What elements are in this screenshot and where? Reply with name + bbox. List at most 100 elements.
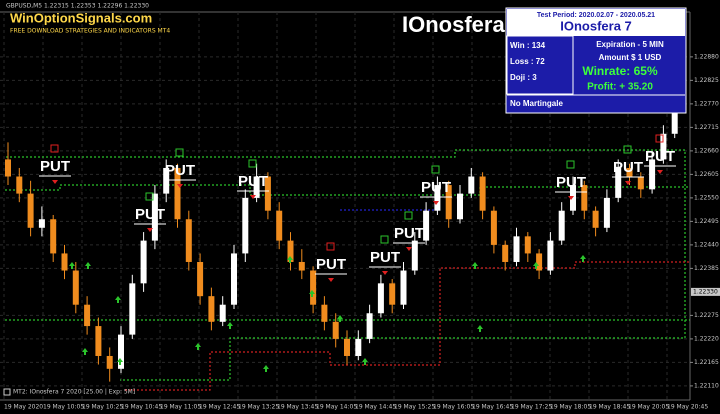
- signal-label: PUT: [613, 159, 643, 176]
- signal-arrow: [382, 271, 388, 275]
- candle-body: [174, 167, 181, 220]
- panel-box: [506, 35, 574, 95]
- candle-body: [310, 270, 317, 305]
- candle-body: [468, 176, 475, 194]
- signal-arrow: [406, 247, 412, 251]
- x-tick-label: 19 May 13:25: [238, 404, 279, 411]
- signal-label: PUT: [316, 256, 346, 273]
- signal-arrow: [250, 195, 256, 199]
- candle-body: [321, 304, 328, 322]
- signal-arrow: [147, 228, 153, 232]
- y-tick-label: 1.22825: [694, 77, 719, 84]
- candle-body: [366, 313, 373, 339]
- candle-body: [423, 210, 430, 241]
- candle-body: [502, 244, 509, 262]
- y-tick-label: 1.22715: [694, 124, 719, 131]
- y-tick-label: 1.22880: [694, 53, 719, 60]
- candle-body: [592, 210, 599, 228]
- symbol-info: GBPUSD,M5 1.22315 1.22353 1.22296 1.2233…: [6, 3, 149, 10]
- y-tick-label: 1.22605: [694, 171, 719, 178]
- buy-arrow: [337, 315, 343, 322]
- x-tick-label: 19 May 16:45: [472, 404, 513, 411]
- candle-body: [411, 240, 418, 271]
- signal-label: PUT: [238, 173, 268, 190]
- buy-arrow: [263, 365, 269, 372]
- y-tick-label: 1.22440: [694, 241, 719, 248]
- candle-body: [434, 185, 441, 211]
- signal-check: [50, 144, 59, 153]
- level-line: [125, 261, 690, 391]
- candle-body: [151, 193, 158, 241]
- legend-checkbox[interactable]: [3, 388, 11, 396]
- amount: Amount $ 1 USD: [599, 53, 662, 62]
- buy-arrow: [309, 290, 315, 297]
- candle-body: [72, 270, 79, 305]
- signal-label: PUT: [394, 225, 424, 242]
- buy-arrow: [82, 348, 88, 355]
- loss-count: Loss : 72: [510, 57, 545, 66]
- candle-body: [264, 176, 271, 211]
- candle-body: [208, 296, 215, 322]
- candle-body: [106, 355, 113, 369]
- candle-body: [355, 338, 362, 356]
- candle-body: [490, 210, 497, 245]
- signal-check: [175, 148, 184, 157]
- x-tick-label: 19 May 10:05: [43, 404, 84, 411]
- y-tick-label: 1.22495: [694, 218, 719, 225]
- candle-body: [513, 236, 520, 262]
- candle-body: [637, 176, 644, 190]
- x-tick-label: 19 May 2020: [4, 404, 43, 411]
- candle-body: [163, 167, 170, 194]
- candle-body: [581, 185, 588, 211]
- panel-head: [507, 9, 685, 36]
- level-line: [6, 149, 686, 381]
- candle-body: [38, 219, 45, 228]
- candle-body: [389, 283, 396, 305]
- candle-body: [219, 304, 226, 322]
- candle-body: [524, 236, 531, 254]
- x-tick-label: 19 May 10:45: [121, 404, 162, 411]
- candle-body: [95, 326, 102, 356]
- candle-body: [479, 176, 486, 211]
- candle-body: [185, 219, 192, 262]
- x-tick-label: 19 May 20:45: [667, 404, 708, 411]
- signal-label: PUT: [165, 162, 195, 179]
- current-price-label: 1.22330: [693, 288, 718, 295]
- candle-body: [287, 240, 294, 262]
- x-tick-label: 19 May 14:45: [355, 404, 396, 411]
- win-count: Win : 134: [510, 41, 546, 50]
- candle-body: [660, 133, 667, 160]
- candle-body: [61, 253, 68, 271]
- candle-body: [377, 283, 384, 314]
- signal-arrow: [568, 196, 574, 200]
- winrate: Winrate: 65%: [582, 64, 658, 78]
- signal-check: [326, 242, 335, 251]
- candle-body: [400, 270, 407, 305]
- y-tick-label: 1.22385: [694, 265, 719, 272]
- buy-arrow: [115, 296, 121, 303]
- candle-body: [344, 338, 350, 356]
- y-tick-label: 1.22110: [694, 382, 719, 389]
- buy-arrow: [85, 262, 91, 269]
- current-price-box: [691, 287, 720, 296]
- y-tick-label: 1.22275: [694, 312, 719, 319]
- expiration: Expiration - 5 MIN: [596, 40, 664, 49]
- test-period: Test Period: 2020.02.07 - 2020.05.21: [537, 12, 655, 19]
- signal-label: PUT: [421, 179, 451, 196]
- x-tick-label: 19 May 15:25: [394, 404, 435, 411]
- candles: [5, 48, 678, 382]
- doji-count: Doji : 3: [510, 73, 537, 82]
- x-tick-label: 19 May 18:05: [550, 404, 591, 411]
- legend: MT2: IOnosfera 7 2020 [25.00 | Exp: 5M]: [13, 389, 135, 396]
- candle-body: [649, 159, 656, 190]
- x-tick-label: 19 May 18:45: [589, 404, 630, 411]
- candle-body: [129, 283, 136, 335]
- x-tick-label: 19 May 10:25: [82, 404, 123, 411]
- signal-check: [380, 235, 389, 244]
- candle-body: [536, 253, 543, 271]
- candle-body: [547, 240, 554, 271]
- x-tick-label: 19 May 14:05: [316, 404, 357, 411]
- signal-arrow: [657, 170, 663, 174]
- buy-arrow: [195, 343, 201, 350]
